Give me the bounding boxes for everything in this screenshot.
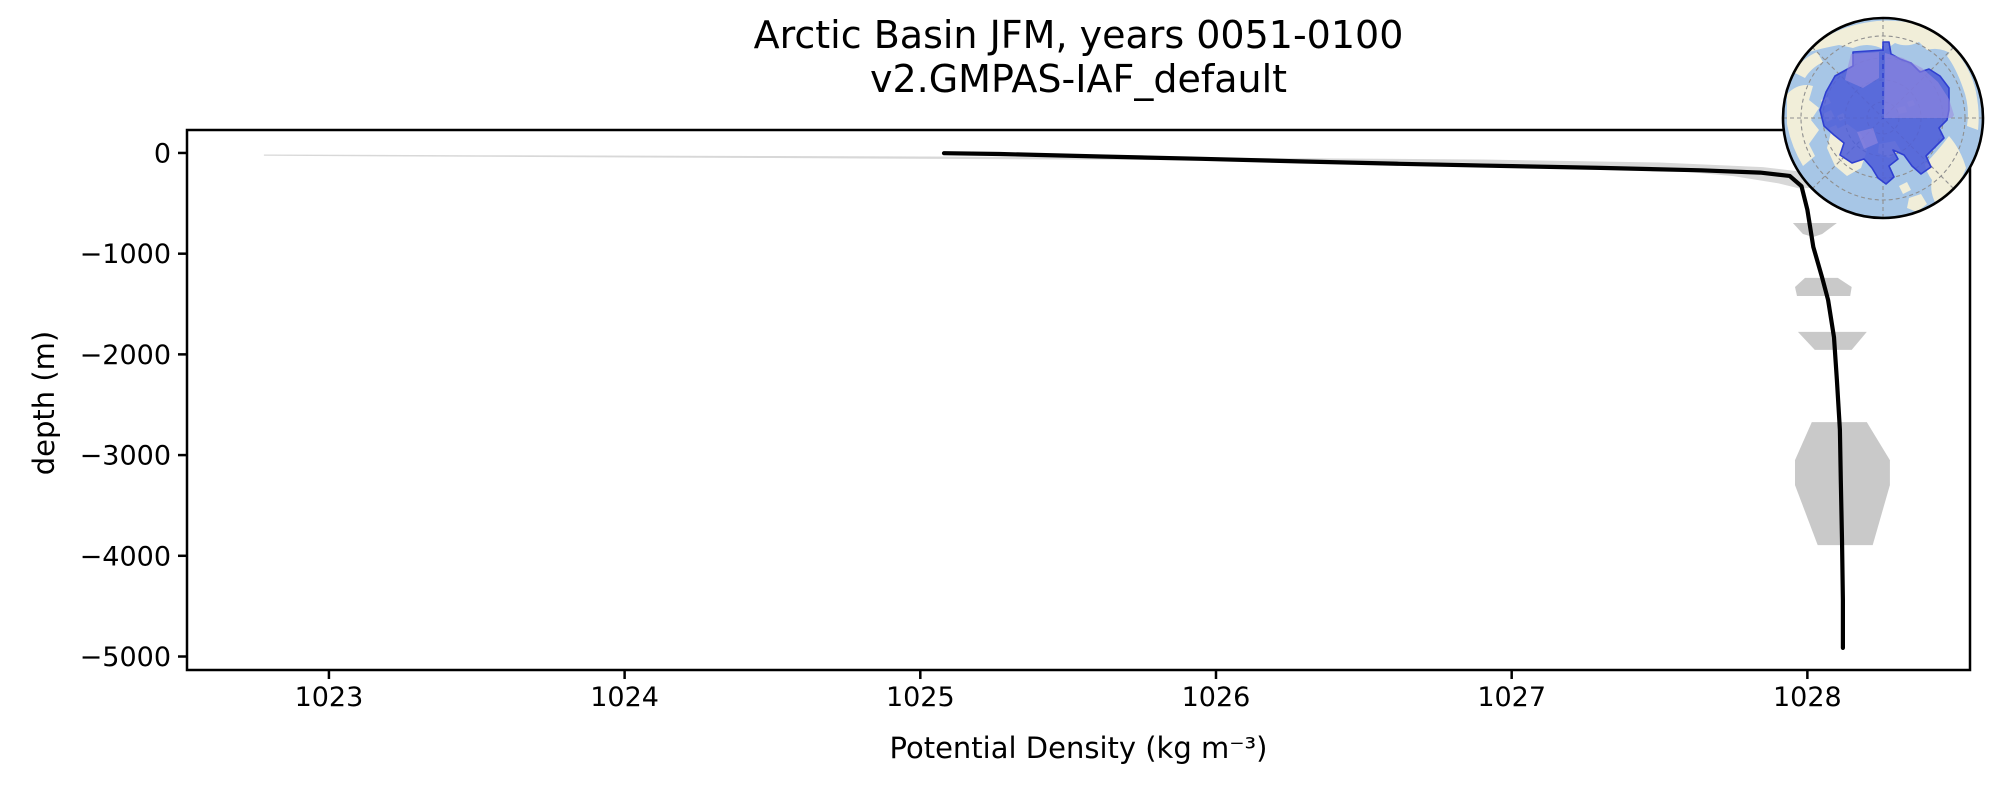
land-europe-islands <box>1899 182 1927 212</box>
y-tick-label: −1000 <box>80 239 171 270</box>
overlay-right-sector <box>1884 53 1954 118</box>
x-tick-label: 1024 <box>590 682 659 713</box>
chart-subtitle: v2.GMPAS-IAF_default <box>869 57 1288 101</box>
x-tick-label: 1026 <box>1182 682 1251 713</box>
x-tick-label: 1023 <box>295 682 364 713</box>
x-tick-label: 1025 <box>886 682 955 713</box>
surface-spread-band <box>263 154 1834 189</box>
overlay-small-patch <box>1857 128 1878 149</box>
y-tick-label: −2000 <box>80 340 171 371</box>
land-north-america <box>1787 85 1819 166</box>
spread-blob-700m <box>1792 223 1837 237</box>
chart-title: Arctic Basin JFM, years 0051-0100 <box>753 13 1404 57</box>
density-profile-line <box>941 151 1846 651</box>
series-mean-potential-density-profile <box>941 151 1846 651</box>
globe-map <box>1783 18 1983 218</box>
y-tick-label: −4000 <box>80 541 171 572</box>
land-eurasia-top <box>1809 20 1955 57</box>
x-axis-label: Potential Density (kg m⁻³) <box>889 731 1268 765</box>
x-tick-label: 1028 <box>1773 682 1842 713</box>
axes-and-ticks: 1023 1024 1025 1026 1027 1028 0 −1000 −2000 −3000… <box>80 128 1972 713</box>
x-tick-label: 1027 <box>1477 682 1546 713</box>
axes-spines <box>185 128 1972 672</box>
land-siberia-right <box>1947 48 1979 130</box>
y-tick-label: −5000 <box>80 642 171 673</box>
land-alaska <box>1793 52 1823 78</box>
globe-border <box>1781 16 1985 220</box>
chart-title-block: Arctic Basin JFM, years 0051-0100 v2.GMP… <box>187 13 1970 101</box>
y-tick-label: 0 <box>154 138 171 169</box>
arctic-region-inset-map <box>1781 16 1985 220</box>
y-tick-label: −3000 <box>80 441 171 472</box>
density-spread-envelope <box>263 154 1890 546</box>
region-overlay-patches <box>1845 52 1954 149</box>
overlay-left-patch <box>1845 52 1879 88</box>
